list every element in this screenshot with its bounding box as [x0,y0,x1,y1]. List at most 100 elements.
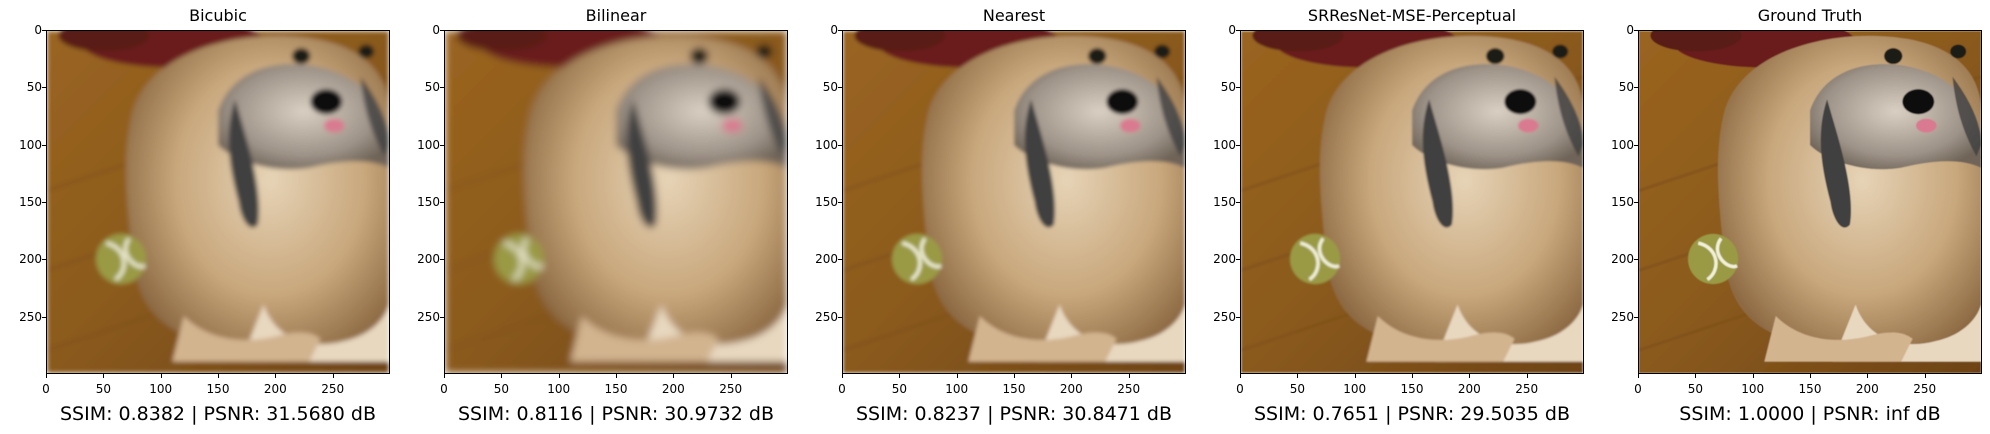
x-tick-label: 0 [440,382,448,396]
y-tick-mark [1236,30,1240,31]
x-tick-mark [1412,374,1413,378]
metrics-caption: SSIM: 0.8237 | PSNR: 30.8471 dB [855,403,1172,425]
y-tick-label: 200 [19,252,42,267]
y-tick-label: 150 [19,195,42,209]
y-tick-mark [440,259,444,261]
y-tick-mark [838,259,842,261]
x-tick-label: 100 [149,382,173,396]
y-tick-label: 250 [1611,309,1634,324]
y-tick-label: 150 [417,195,440,209]
image-frame [46,30,390,374]
x-tick-label: 100 [1741,382,1765,396]
x-tick-label: 150 [1400,382,1424,396]
x-tick-label: 0 [1236,382,1244,396]
dog-photo [47,31,389,373]
x-tick-mark [1526,374,1528,378]
x-tick-mark [1128,374,1130,378]
y-tick-label: 0 [432,23,440,37]
panel-ground-truth: Ground Truth [1592,0,1990,434]
y-tick-label: 250 [815,309,838,324]
y-tick-label: 0 [34,23,42,37]
x-tick-mark [899,374,901,378]
metrics-caption: SSIM: 0.8382 | PSNR: 31.5680 dB [59,403,376,425]
x-tick-mark [1810,374,1811,378]
x-tick-label: 250 [1913,382,1937,396]
y-tick-mark [440,144,444,146]
y-tick-label: 200 [1213,252,1236,267]
x-tick-label: 250 [1117,382,1141,396]
y-tick-label: 150 [1611,195,1634,209]
y-tick-mark [440,87,444,89]
x-tick-label: 50 [493,382,509,396]
x-tick-mark [1071,374,1073,378]
x-tick-label: 0 [838,382,846,396]
y-tick-mark [838,87,842,89]
x-tick-label: 200 [1855,382,1879,396]
x-tick-label: 250 [321,382,345,396]
y-tick-mark [1236,202,1240,203]
x-tick-label: 100 [1343,382,1367,396]
x-tick-mark [730,374,732,378]
y-tick-label: 50 [822,80,838,95]
y-tick-label: 200 [417,252,440,267]
y-tick-label: 50 [26,80,42,95]
x-tick-label: 0 [42,382,50,396]
x-tick-label: 100 [547,382,571,396]
y-tick-label: 0 [1626,23,1634,37]
x-tick-mark [1354,374,1356,378]
x-tick-mark [1297,374,1299,378]
y-tick-label: 100 [19,137,42,152]
x-tick-mark [444,374,445,378]
y-tick-label: 100 [815,137,838,152]
panel-title: Bilinear [585,6,647,25]
metrics-caption: SSIM: 0.7651 | PSNR: 29.5035 dB [1253,403,1570,425]
x-tick-label: 150 [1798,382,1822,396]
x-tick-mark [673,374,675,378]
x-tick-label: 0 [1634,382,1642,396]
x-tick-mark [1014,374,1015,378]
y-tick-mark [1236,144,1240,146]
dog-photo [843,31,1185,373]
y-tick-mark [440,202,444,203]
y-tick-mark [42,144,46,146]
x-tick-mark [1695,374,1697,378]
dog-photo [1639,31,1981,373]
x-tick-mark [160,374,162,378]
y-tick-mark [1634,259,1638,261]
y-tick-label: 0 [1228,23,1236,37]
y-tick-mark [1634,316,1638,318]
dog-photo [445,31,787,373]
x-tick-label: 50 [1289,382,1305,396]
x-tick-label: 150 [604,382,628,396]
y-tick-mark [42,30,46,31]
y-tick-label: 150 [1213,195,1236,209]
y-tick-label: 50 [1220,80,1236,95]
y-tick-label: 100 [1611,137,1634,152]
y-tick-mark [1236,259,1240,261]
x-tick-label: 200 [1457,382,1481,396]
panel-title: Bicubic [189,6,247,25]
y-tick-mark [1236,87,1240,89]
y-tick-label: 50 [1618,80,1634,95]
x-tick-mark [956,374,958,378]
panel-title: Ground Truth [1757,6,1863,25]
y-tick-mark [42,259,46,261]
x-tick-label: 200 [263,382,287,396]
x-tick-mark [1924,374,1926,378]
y-tick-label: 150 [815,195,838,209]
image-frame [842,30,1186,374]
x-tick-mark [1638,374,1639,378]
x-tick-mark [558,374,560,378]
y-tick-mark [838,202,842,203]
y-tick-label: 250 [1213,309,1236,324]
x-tick-label: 250 [1515,382,1539,396]
panel-bicubic: Bicubic [0,0,398,434]
x-tick-label: 250 [719,382,743,396]
y-tick-label: 200 [815,252,838,267]
x-tick-mark [46,374,47,378]
x-tick-label: 100 [945,382,969,396]
y-tick-label: 100 [1213,137,1236,152]
panel-title: Nearest [982,6,1046,25]
metrics-caption: SSIM: 1.0000 | PSNR: inf dB [1679,403,1941,425]
metrics-caption: SSIM: 0.8116 | PSNR: 30.9732 dB [457,403,774,425]
